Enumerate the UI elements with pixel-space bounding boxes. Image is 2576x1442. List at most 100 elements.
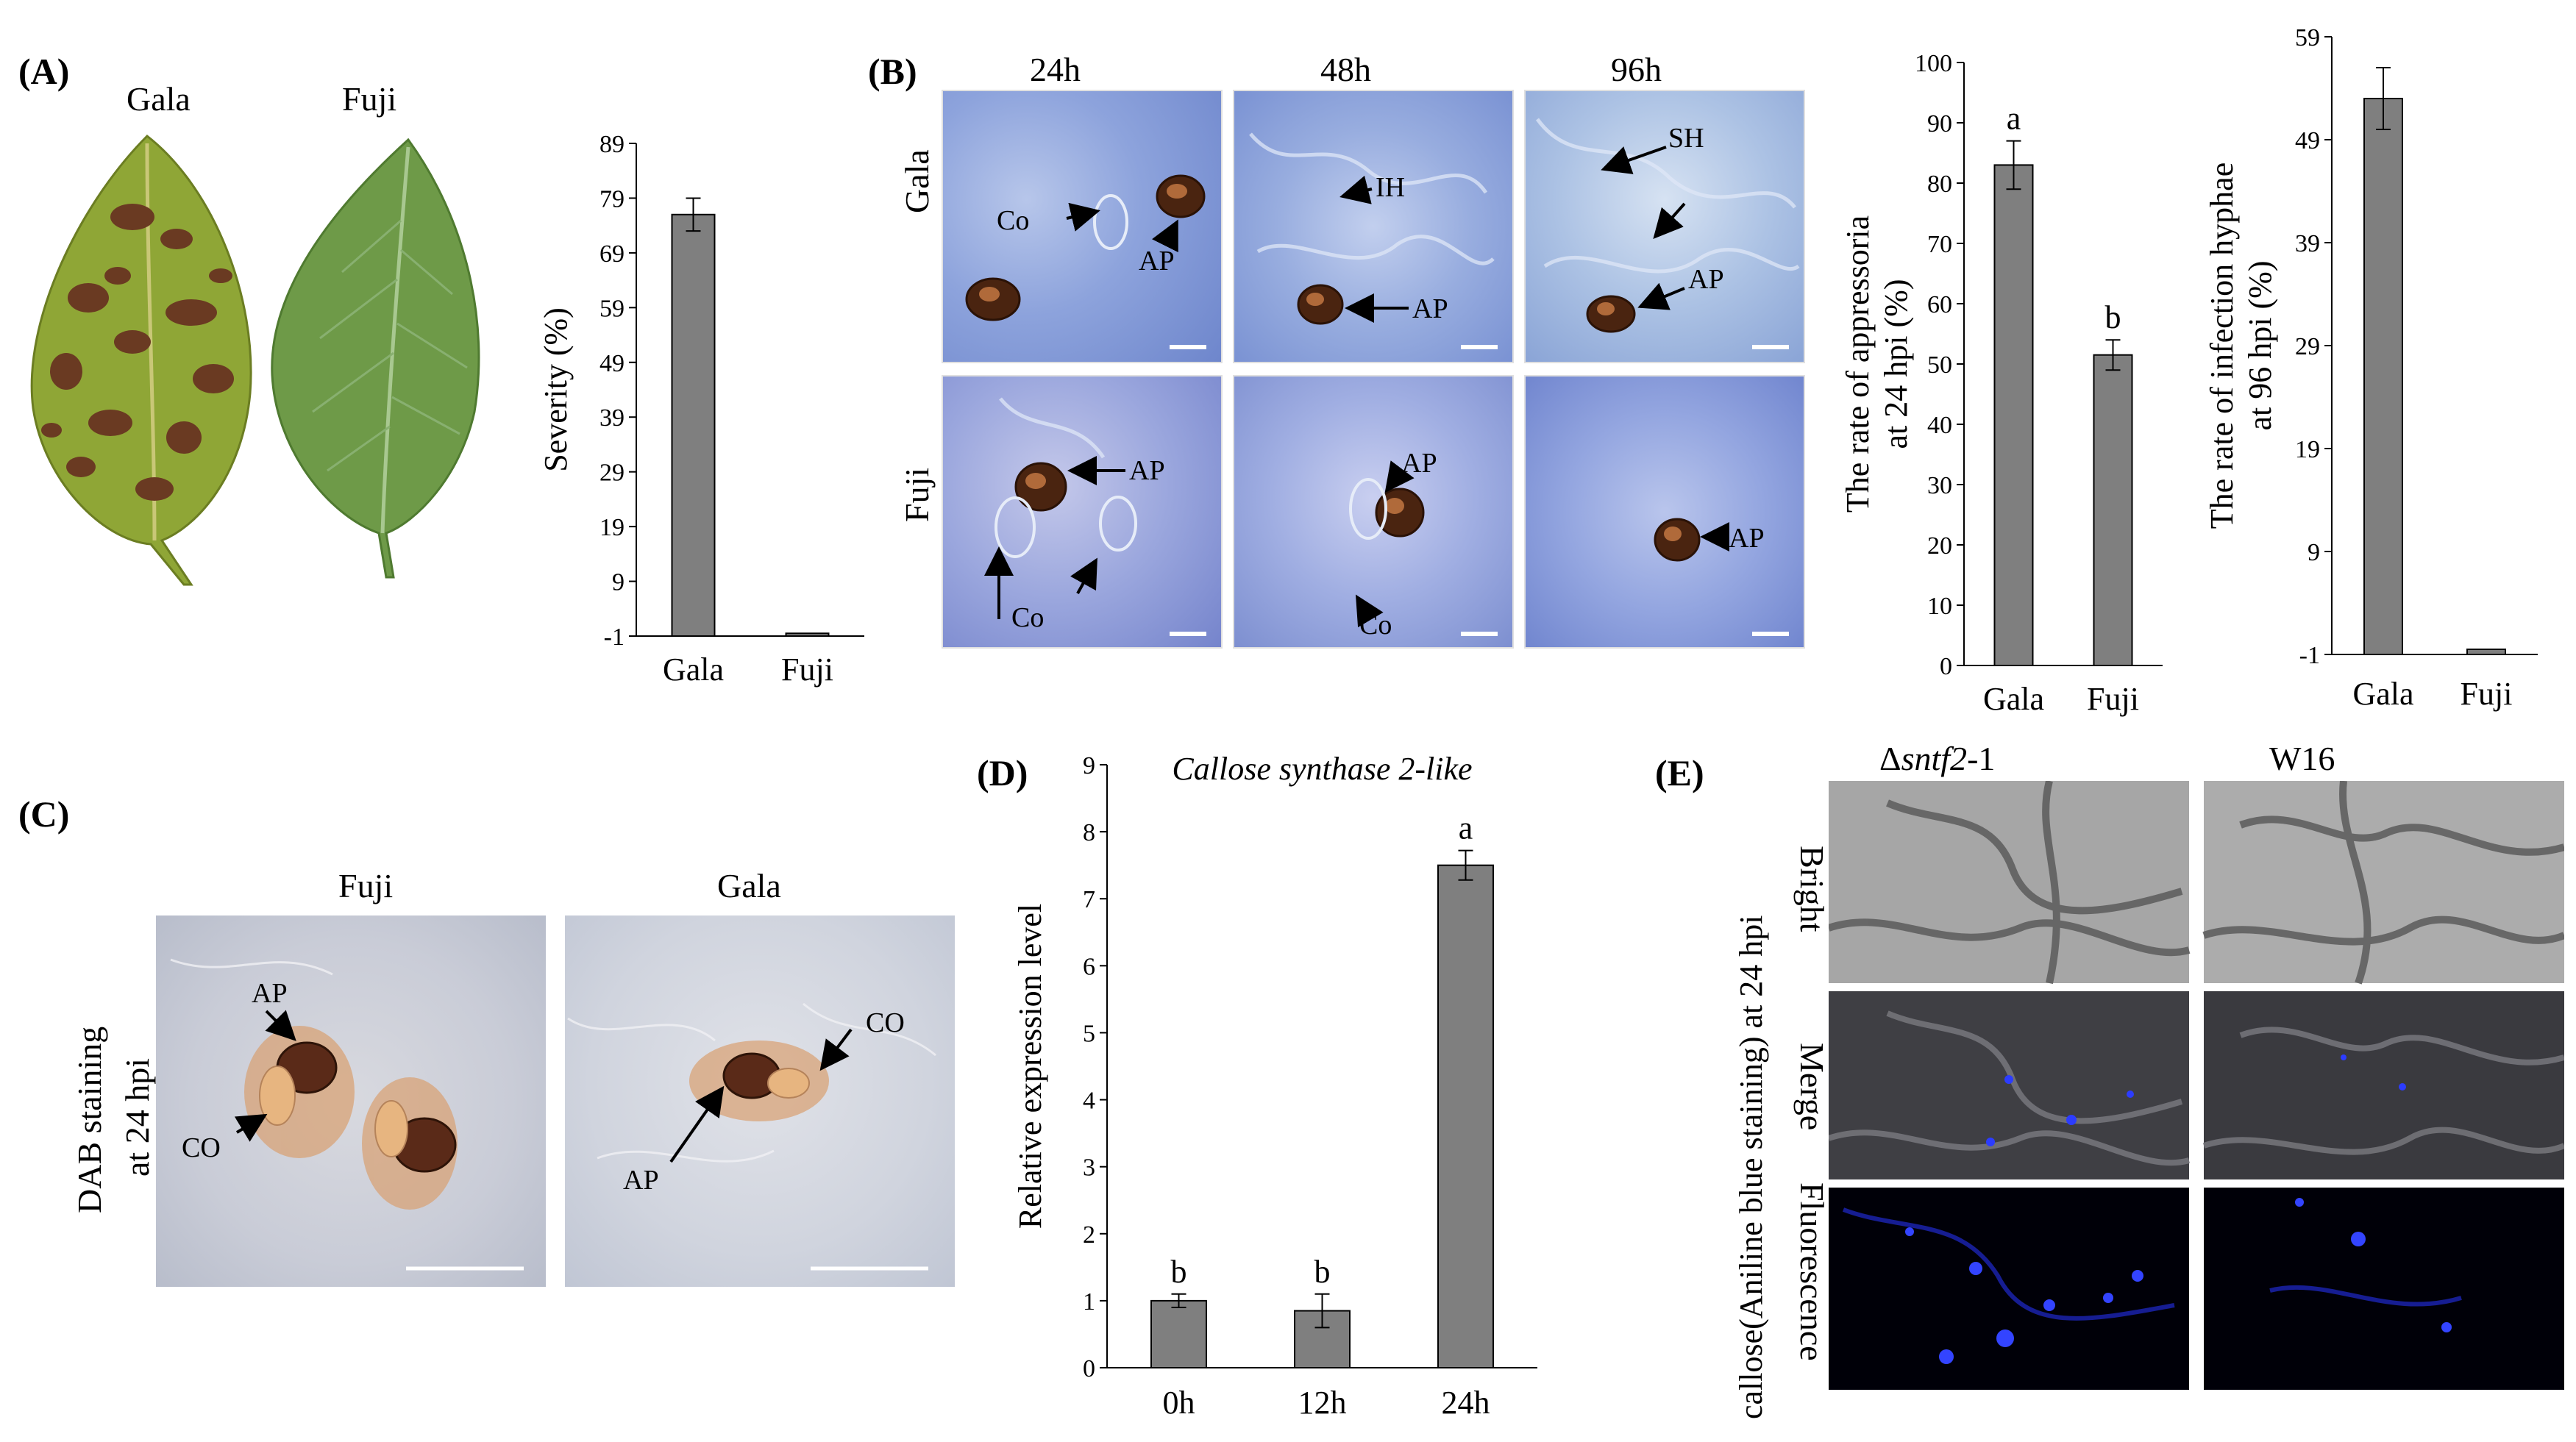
label-ap: AP — [1129, 455, 1165, 486]
y-axis-label-line: at 96 hpi (%) — [2242, 261, 2278, 431]
callose-side-label: callose(Aniline blue staining) at 24 hpi — [1733, 915, 1769, 1419]
leaf-label-fuji: Fuji — [342, 80, 397, 118]
row-label-bright: Bright — [1793, 846, 1831, 932]
panel-e-label: (E) — [1655, 752, 1704, 793]
label-co: CO — [866, 1007, 905, 1038]
panel-b-label: (B) — [868, 51, 917, 92]
category-label: Gala — [663, 652, 724, 688]
col-label-gala: Gala — [717, 867, 781, 904]
y-tick-label: 19 — [599, 514, 625, 541]
infection-hyphae-rate-chart: -1 9 19 29 39 49 59 Gala Fuji The rate of infecti… — [2204, 24, 2538, 712]
y-tick-label: 90 — [1927, 110, 1952, 138]
panel-d-label: (D) — [977, 752, 1028, 793]
label-ih: IH — [1376, 172, 1405, 203]
significance-letter: b — [1314, 1254, 1331, 1290]
micrograph-fuji-96h — [1524, 375, 1805, 649]
significance-letter: a — [1459, 810, 1473, 846]
category-label: Gala — [1983, 681, 2044, 717]
y-tick-label: 30 — [1927, 472, 1952, 499]
bar-Gala — [1993, 164, 2034, 666]
y-tick-label: 29 — [599, 460, 625, 487]
time-label-96h: 96h — [1611, 51, 1662, 88]
category-label: Fuji — [781, 652, 833, 688]
label-co: CO — [182, 1132, 221, 1163]
y-tick-label: 2 — [1083, 1221, 1095, 1249]
gala-leaf-image — [30, 135, 252, 586]
y-tick-label: 20 — [1927, 532, 1952, 560]
micrograph-fuji-48h — [1233, 375, 1514, 649]
y-tick-label: 1 — [1083, 1288, 1095, 1316]
y-tick-label: 7 — [1083, 886, 1095, 913]
category-label: 24h — [1442, 1385, 1490, 1421]
y-tick-label: 50 — [1927, 351, 1952, 379]
y-tick-label: 9 — [1083, 752, 1095, 779]
bar-Gala — [2363, 98, 2403, 655]
y-tick-label: 19 — [2295, 436, 2320, 463]
y-tick-label: 8 — [1083, 819, 1095, 846]
callose-expression-chart: 0 1 2 3 4 5 6 7 8 9 b 0h b 12h a 24h Relative expression… — [1012, 751, 1537, 1421]
y-axis-label-line: at 24 hpi (%) — [1878, 279, 1914, 449]
bar-Fuji — [2093, 354, 2133, 666]
category-label: 0h — [1163, 1385, 1195, 1421]
significance-letter: b — [2105, 299, 2121, 335]
y-tick-label: 79 — [599, 185, 625, 213]
y-tick-label: 3 — [1083, 1154, 1095, 1182]
y-tick-label: 6 — [1083, 953, 1095, 980]
row-label-fluorescence: Fluorescence — [1793, 1182, 1831, 1361]
label-sh: SH — [1668, 123, 1704, 154]
category-label: Fuji — [2087, 681, 2139, 717]
significance-letter: a — [2007, 101, 2021, 137]
y-tick-label: 9 — [2308, 539, 2320, 566]
y-axis-label-line: The rate of infection hyphae — [2204, 163, 2240, 529]
y-tick-label: 29 — [2295, 333, 2320, 360]
y-tick-label: 49 — [2295, 127, 2320, 154]
label-ap: AP — [1729, 523, 1765, 554]
bar-Fuji — [785, 632, 830, 637]
y-tick-label: -1 — [604, 624, 625, 651]
label-ap: AP — [252, 978, 288, 1009]
time-label-48h: 48h — [1320, 51, 1371, 88]
col-label-w16: W16 — [2269, 740, 2335, 777]
severity-chart: -1 9 19 29 39 49 59 69 79 89 Gala Fuji Severity (%) — [538, 131, 864, 688]
label-co: Co — [1359, 610, 1392, 640]
label-co: Co — [997, 205, 1029, 236]
panel-a-label: (A) — [18, 51, 70, 92]
micrograph-fuji-24h — [942, 375, 1223, 649]
label-ap: AP — [623, 1165, 659, 1196]
label-ap: AP — [1139, 246, 1175, 276]
time-label-24h: 24h — [1030, 51, 1081, 88]
leaf-label-gala: Gala — [127, 80, 191, 118]
fuji-leaf-image — [271, 138, 480, 579]
panel-c-label: (C) — [18, 793, 70, 835]
y-tick-label: 59 — [2295, 24, 2320, 51]
y-axis-label: Relative expression level — [1012, 904, 1048, 1229]
row-label-merge: Merge — [1793, 1043, 1831, 1131]
dab-label-line1: DAB staining — [71, 1026, 108, 1213]
merge-mutant — [1829, 991, 2189, 1179]
label-co: Co — [1011, 602, 1044, 633]
label-ap: AP — [1401, 448, 1437, 479]
dab-label-line2: at 24 hpi — [118, 1058, 156, 1177]
row-label-fuji: Fuji — [898, 467, 936, 522]
significance-letter: b — [1171, 1254, 1187, 1290]
y-axis-label-line: The rate of appressoria — [1840, 215, 1876, 513]
category-label: 12h — [1298, 1385, 1347, 1421]
y-tick-label: 89 — [599, 131, 625, 158]
panel-e-overlay — [1829, 781, 2564, 1364]
y-tick-label: 69 — [599, 240, 625, 268]
fluorescence-w16 — [2204, 1188, 2564, 1390]
y-tick-label: 80 — [1927, 171, 1952, 198]
bright-mutant — [1829, 781, 2189, 983]
label-ap: AP — [1412, 293, 1448, 324]
y-tick-label: 49 — [599, 350, 625, 377]
y-tick-label: 60 — [1927, 291, 1952, 318]
y-tick-label: 100 — [1915, 50, 1952, 77]
y-tick-label: 0 — [1083, 1355, 1095, 1382]
y-tick-label: 39 — [2295, 230, 2320, 257]
bar-Fuji — [2466, 649, 2506, 655]
col-label-mutant: Δsntf2-1 — [1879, 740, 1996, 777]
bar-Gala — [671, 213, 716, 637]
bar-24h — [1437, 864, 1494, 1368]
bar-0h — [1150, 1299, 1207, 1369]
y-tick-label: 9 — [612, 569, 625, 596]
